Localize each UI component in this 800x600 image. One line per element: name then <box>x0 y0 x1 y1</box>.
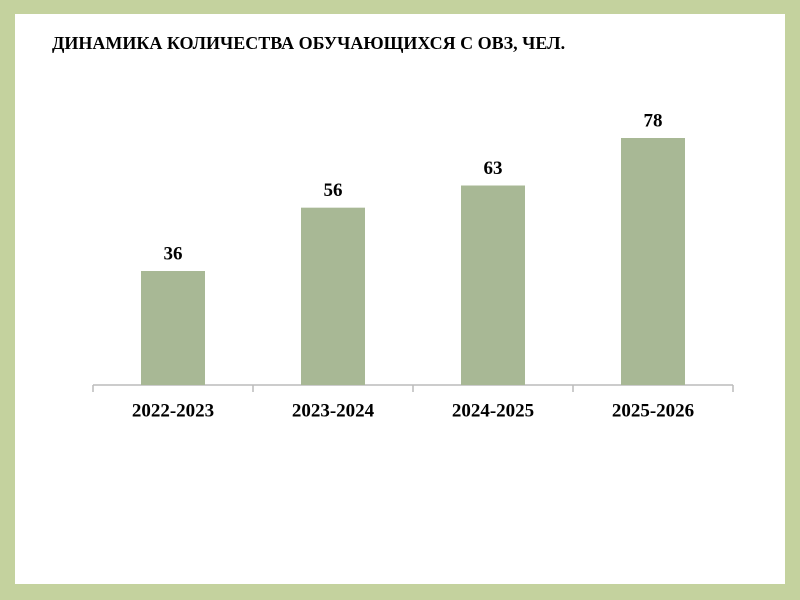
data-label: 56 <box>324 180 343 201</box>
chart-title: ДИНАМИКА КОЛИЧЕСТВА ОБУЧАЮЩИХСЯ С ОВЗ, Ч… <box>52 33 565 53</box>
data-label: 63 <box>484 158 503 179</box>
x-tick-label: 2025-2026 <box>612 400 694 421</box>
x-tick-label: 2022-2023 <box>132 400 214 421</box>
bar <box>621 138 685 385</box>
bar <box>141 271 205 385</box>
bar <box>301 207 365 385</box>
x-tick-label: 2024-2025 <box>452 400 534 421</box>
x-tick-label: 2023-2024 <box>292 400 375 421</box>
data-label: 78 <box>644 110 663 131</box>
bar <box>461 185 525 385</box>
data-label: 36 <box>164 243 183 264</box>
